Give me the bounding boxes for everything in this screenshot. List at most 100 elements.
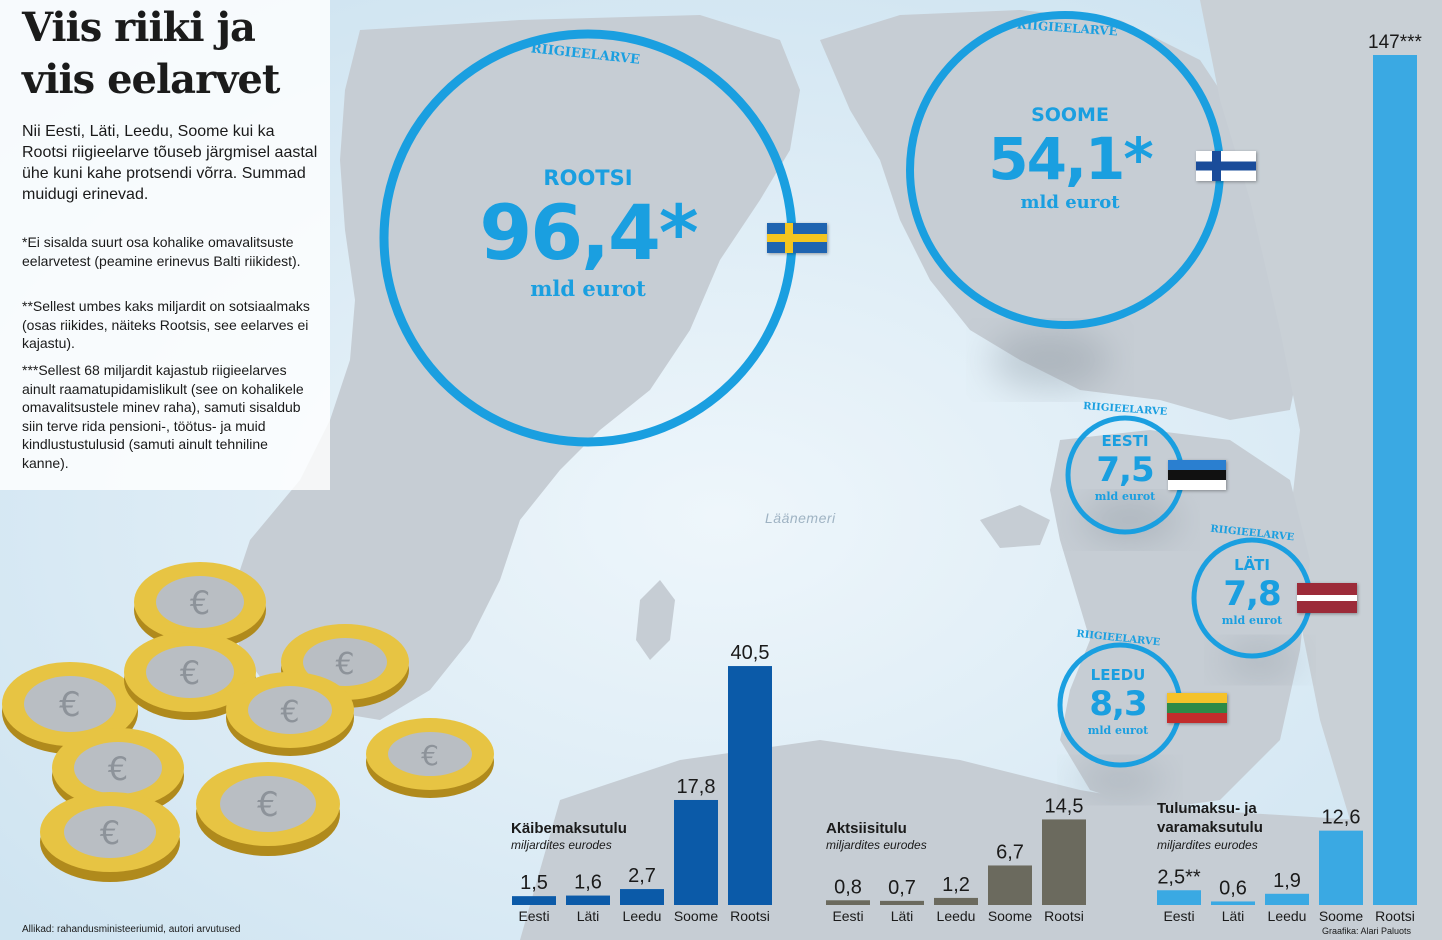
country-name: LEEDU: [1090, 666, 1146, 684]
budget-soome: SOOME 54,1* mld eurot: [950, 104, 1190, 213]
bar-value-label: 1,9: [1273, 870, 1301, 892]
budget-unit: mld eurot: [1087, 724, 1149, 737]
coin: €: [196, 762, 340, 856]
bar: [512, 896, 556, 905]
bar-value-label: 6,7: [996, 841, 1024, 863]
bar: [1373, 55, 1417, 905]
budget-value: 54,1*: [988, 125, 1153, 193]
category-label: Soome: [674, 908, 719, 924]
chart-title-aktsiis: Aktsiisitulu: [826, 820, 907, 837]
page-title: Viis riiki ja viis eelarvet: [22, 2, 280, 106]
bar: [1265, 893, 1309, 905]
footnote-1: *Ei sisalda suurt osa kohalike omavalits…: [22, 234, 301, 269]
coin: €: [226, 672, 354, 756]
category-label: Soome: [1319, 908, 1364, 924]
category-label: Soome: [988, 908, 1033, 924]
bar: [1157, 890, 1201, 905]
bar-value-label: 17,8: [677, 776, 716, 798]
budget-value: 8,3: [1089, 684, 1147, 724]
bar: [566, 895, 610, 905]
category-label: Läti: [1222, 908, 1245, 924]
chart-title-kaibemaks: Käibemaksutulu: [511, 820, 627, 837]
budget-unit: mld eurot: [1020, 192, 1120, 213]
finland-land: [820, 10, 1300, 420]
category-label: Leedu: [1268, 908, 1307, 924]
budget-leedu: LEEDU 8,3 mld eurot: [1068, 666, 1168, 737]
bar: [1319, 830, 1363, 905]
sea-label: Läänemeri: [765, 510, 836, 526]
estonia-flag-icon: [1168, 460, 1226, 490]
svg-text:€: €: [180, 654, 200, 692]
chart-subtitle-aktsiis: miljardites eurodes: [826, 838, 927, 852]
category-label: Leedu: [623, 908, 662, 924]
bar: [728, 666, 772, 905]
category-label: Rootsi: [1044, 908, 1084, 924]
chart-subtitle-kaibemaks: miljardites eurodes: [511, 838, 612, 852]
category-label: Eesti: [832, 908, 863, 924]
budget-value: 7,5: [1096, 450, 1154, 490]
country-name: SOOME: [1031, 104, 1109, 126]
chart-title-tulumaks: Tulumaksu- ja varamaksutulu: [1157, 800, 1263, 836]
bar-value-label: 2,5**: [1157, 866, 1201, 888]
country-name: LÄTI: [1234, 556, 1270, 574]
sweden-flag-icon: [767, 223, 827, 253]
bar-value-label: 1,5: [520, 872, 548, 894]
title-line-2: viis eelarvet: [22, 56, 280, 103]
gotland-island: [636, 580, 675, 660]
svg-text:€: €: [335, 647, 354, 682]
budget-rootsi: ROOTSI 96,4* mld eurot: [438, 166, 738, 301]
bar-value-label: 0,7: [888, 877, 916, 899]
bar-value-label: 0,8: [834, 876, 862, 898]
map-shadow: [990, 330, 1110, 390]
text-panel-background: [0, 0, 330, 490]
bar-value-label: 1,2: [942, 874, 970, 896]
bar: [880, 900, 924, 905]
country-name: ROOTSI: [543, 166, 633, 190]
budget-unit: mld eurot: [1094, 490, 1156, 503]
bar-value-label: 147***: [1368, 32, 1422, 53]
scandinavia-land: [230, 15, 800, 720]
category-label: Läti: [891, 908, 914, 924]
svg-text:€: €: [100, 814, 120, 852]
euro-coins-illustration: € € € € € € € € €: [2, 562, 494, 882]
category-label: Rootsi: [730, 908, 770, 924]
svg-text:€: €: [108, 750, 128, 788]
category-label: Läti: [577, 908, 600, 924]
bar: [1211, 901, 1255, 905]
chart-subtitle-tulumaks: miljardites eurodes: [1157, 838, 1258, 852]
bar: [674, 799, 718, 905]
bar-value-label: 12,6: [1322, 807, 1361, 829]
coin: €: [134, 562, 266, 650]
budget-value: 7,8: [1223, 574, 1281, 614]
bar: [1042, 819, 1086, 905]
saaremaa-island: [980, 505, 1050, 548]
category-label: Eesti: [518, 908, 549, 924]
graphics-credit: Graafika: Alari Paluots: [1322, 926, 1412, 936]
country-name: EESTI: [1101, 432, 1149, 450]
category-label: Rootsi: [1375, 908, 1415, 924]
budget-value: 96,4*: [479, 188, 698, 277]
budget-unit: mld eurot: [1221, 614, 1283, 627]
map-shadow: [1075, 762, 1165, 798]
budget-lati: LÄTI 7,8 mld eurot: [1202, 556, 1302, 627]
latvia-flag-icon: [1297, 583, 1357, 613]
bar-value-label: 2,7: [628, 865, 656, 887]
bar-value-label: 0,6: [1219, 877, 1247, 899]
bar-value-label: 40,5: [731, 642, 770, 664]
coin: €: [124, 632, 256, 720]
bar: [934, 897, 978, 905]
footnote-3: ***Sellest 68 miljardit kajastub riigiee…: [22, 362, 304, 471]
intro-text: Nii Eesti, Läti, Leedu, Soome kui ka Roo…: [22, 123, 318, 203]
coin: €: [366, 718, 494, 798]
finland-flag-icon: [1196, 151, 1256, 181]
title-line-1: Viis riiki ja: [22, 4, 256, 51]
budget-eesti: EESTI 7,5 mld eurot: [1075, 432, 1175, 503]
svg-text:€: €: [421, 739, 439, 772]
bar: [620, 889, 664, 905]
svg-text:€: €: [280, 695, 299, 730]
svg-text:€: €: [190, 584, 210, 622]
lithuania-flag-icon: [1167, 693, 1227, 723]
footnote-2: **Sellest umbes kaks miljardit on sotsia…: [22, 298, 310, 352]
